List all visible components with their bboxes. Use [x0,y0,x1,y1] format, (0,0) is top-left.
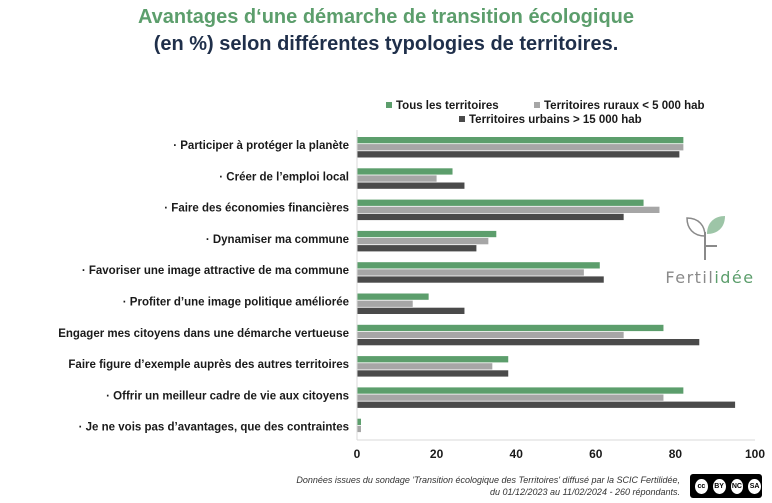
bar-2-4 [357,238,489,245]
bar-1-3 [357,199,644,206]
x-tick-label: 0 [354,447,361,461]
legend-entry: Territoires urbains > 15 000 hab [469,114,642,126]
chart-title-line2: (en %) selon différentes typologies de t… [153,33,619,55]
x-tick-label: 40 [510,447,524,461]
category-labels: · Participer à protéger la planète · Crée… [58,140,349,434]
bar-1-10 [357,418,361,425]
cc-badge: cc [694,477,709,495]
bar-1-8 [357,356,509,363]
legend-entry: Tous les territoires [396,100,499,112]
category-label: · Offrir un meilleur cadre de vie aux ci… [106,390,349,402]
bar-2-2 [357,175,437,182]
source-note: Données issues du sondage 'Transition éc… [296,474,680,498]
source-note-line2: du 01/12/2023 au 11/02/2024 - 260 répond… [490,487,680,497]
category-label: · Favoriser une image attractive de ma c… [82,265,349,277]
bar-3-9 [357,401,736,408]
bar-2-3 [357,206,660,213]
category-label: · Participer à protéger la planète [173,140,349,152]
bar-3-8 [357,370,509,377]
bar-2-6 [357,300,413,307]
bar-3-5 [357,276,604,283]
bar-3-4 [357,245,477,252]
bar-2-9 [357,394,664,401]
category-label: · Dynamiser ma commune [206,234,349,246]
legend-swatch [534,102,540,108]
x-tick-label: 80 [669,447,683,461]
category-label: · Je ne vois pas d’avantages, que des co… [79,422,349,434]
legend-entry: Territoires ruraux < 5 000 hab [544,100,705,112]
bar-1-9 [357,387,684,394]
legend: Tous les territoires Territoires ruraux <… [386,100,705,126]
sa-badge: SA [747,477,762,495]
bars-group [357,137,736,433]
bar-2-10 [357,425,361,433]
bar-3-3 [357,213,624,221]
cc-by-nc-sa-icon: cc BY NC SA [690,474,762,498]
chart-title-line1: Avantages d‘une démarche de transition é… [137,6,635,28]
category-label: Engager mes citoyens dans une démarche v… [58,328,349,340]
bar-3-2 [357,182,465,189]
bar-1-5 [357,262,600,269]
x-tick-label: 100 [745,447,765,461]
bar-1-6 [357,293,429,300]
bar-3-1 [357,151,680,158]
nc-badge: NC [729,477,745,495]
bar-chart: Tous les territoires Territoires ruraux <… [58,100,765,461]
bar-3-7 [357,339,700,346]
category-label: · Faire des économies financières [164,203,349,215]
bar-2-1 [357,144,684,151]
x-tick-label: 60 [589,447,603,461]
category-label: · Profiter d’une image politique amélior… [123,297,349,309]
source-note-line1: Données issues du sondage 'Transition éc… [296,475,680,485]
legend-swatch [459,116,465,122]
x-tick-label: 20 [430,447,444,461]
logo-text-prefix: Fertil [665,268,715,287]
sprout-icon [686,216,725,260]
legend-swatch [386,102,392,108]
logo-text-suffix: idée [714,268,755,287]
category-label: Faire figure d’exemple auprès des autres… [68,359,349,371]
bar-2-7 [357,331,624,339]
fertilidee-logo: Fertilidée [655,214,765,294]
bar-2-5 [357,269,584,276]
by-badge: BY [711,477,727,495]
bar-1-4 [357,230,497,238]
category-label: · Créer de l’emploi local [219,171,349,183]
bar-2-8 [357,363,493,370]
bar-1-1 [357,137,684,144]
x-axis: 0 20 40 60 80 100 [354,130,765,461]
bar-3-6 [357,307,465,314]
bar-1-7 [357,324,664,332]
bar-1-2 [357,168,453,175]
